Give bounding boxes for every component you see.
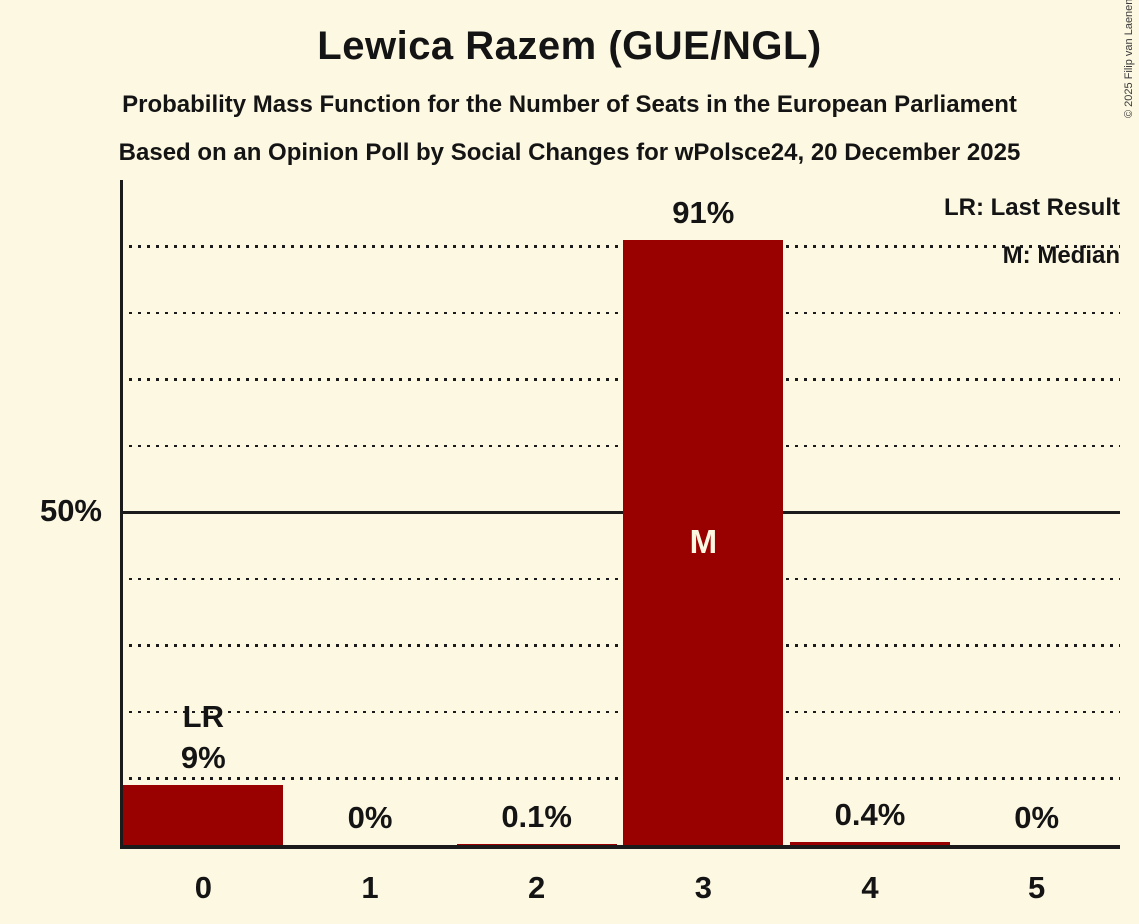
poll-source-subtitle: Based on an Opinion Poll by Social Chang… bbox=[118, 139, 1021, 166]
gridline-30pct bbox=[120, 644, 1120, 647]
bar-value-label-3: 91% bbox=[620, 194, 787, 232]
bar-seats-2 bbox=[456, 844, 617, 845]
x-tick-label-0: 0 bbox=[194, 870, 212, 905]
x-tick-label-4: 4 bbox=[861, 870, 879, 905]
value-text: 0.4% bbox=[834, 797, 906, 833]
bar-seats-0 bbox=[123, 785, 284, 845]
gridline-20pct bbox=[120, 710, 1120, 714]
bar-value-label-0: LR 9% bbox=[120, 695, 287, 777]
x-tick-label-2: 2 bbox=[528, 870, 546, 905]
value-text: 91% bbox=[672, 194, 735, 230]
chart-title: Lewica Razem (GUE/NGL) bbox=[317, 24, 822, 68]
gridline-60pct bbox=[120, 444, 1120, 448]
legend-last-result: LR: Last Result bbox=[943, 194, 1120, 221]
bar-value-label-2: 0.1% bbox=[453, 798, 620, 836]
gridline-90pct bbox=[120, 245, 1120, 248]
bar-value-label-5: 0% bbox=[953, 799, 1120, 837]
bar-seats-4 bbox=[790, 842, 950, 845]
value-text: 0% bbox=[1014, 800, 1060, 835]
value-text: 9% bbox=[180, 740, 226, 776]
major-gridline-50pct bbox=[120, 511, 1120, 514]
y-axis-line bbox=[120, 180, 123, 845]
x-tick-label-5: 5 bbox=[1028, 870, 1046, 905]
gridline-70pct bbox=[120, 378, 1120, 381]
median-annotation: M bbox=[689, 523, 718, 561]
gridline-80pct bbox=[120, 311, 1120, 315]
y-axis-tick-label: 50% bbox=[39, 492, 102, 528]
legend: LR: Last Result M: Median bbox=[944, 184, 1120, 280]
value-text: 0% bbox=[347, 800, 393, 835]
x-axis-line bbox=[120, 845, 1120, 849]
bar-seats-3 bbox=[623, 239, 784, 845]
last-result-annotation: LR bbox=[182, 699, 224, 735]
chart-subtitle: Probability Mass Function for the Number… bbox=[122, 91, 1017, 118]
legend-median: M: Median bbox=[1002, 242, 1120, 269]
gridline-40pct bbox=[120, 577, 1120, 581]
x-tick-label-3: 3 bbox=[694, 870, 712, 905]
bar-value-label-4: 0.4% bbox=[787, 796, 954, 834]
bar-value-label-1: 0% bbox=[287, 799, 454, 837]
gridline-10pct bbox=[120, 777, 1120, 780]
value-text: 0.1% bbox=[501, 799, 572, 835]
x-tick-label-1: 1 bbox=[361, 870, 379, 905]
